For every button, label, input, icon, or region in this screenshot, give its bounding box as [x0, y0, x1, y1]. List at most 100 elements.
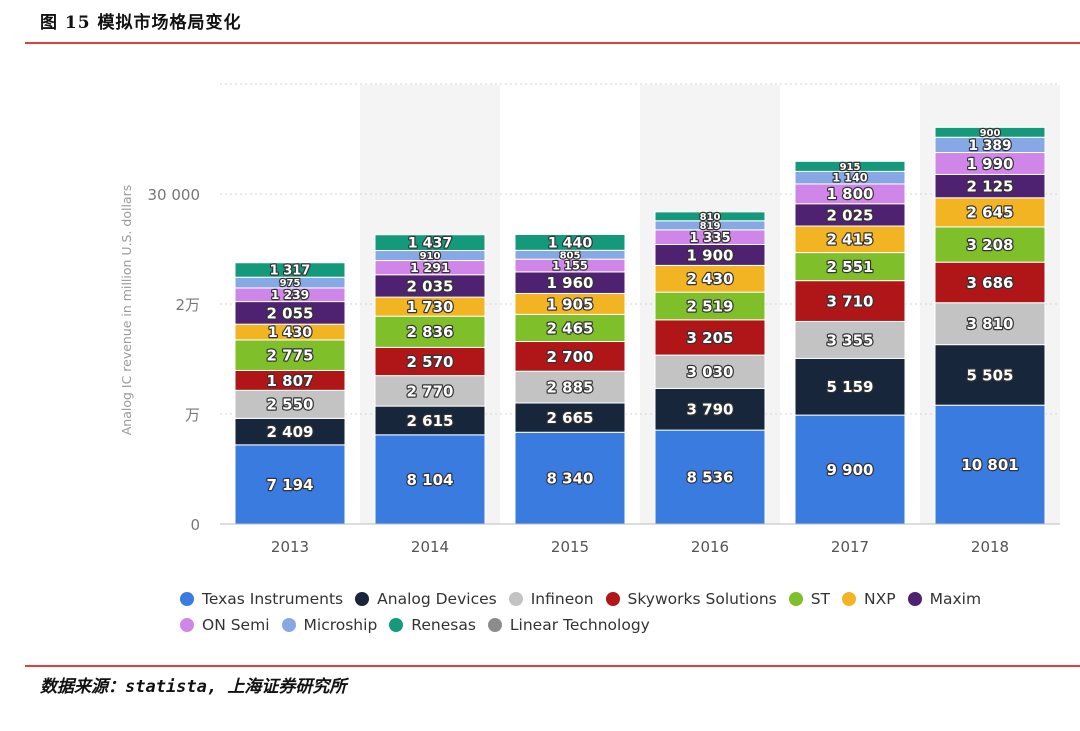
bar-segment [374, 346, 486, 377]
data-label: 1 900 [687, 246, 734, 264]
bar-segment [514, 341, 626, 372]
data-label: 5 159 [827, 378, 874, 396]
legend-item[interactable]: Infineon [508, 590, 594, 608]
data-label: 2 055 [267, 304, 314, 322]
x-tick-label: 2018 [971, 538, 1009, 556]
data-label: 8 104 [407, 471, 454, 489]
legend-item[interactable]: ON Semi [180, 616, 270, 634]
data-label: 1 437 [408, 236, 453, 252]
data-label: 915 [840, 162, 861, 173]
bar-segment [234, 444, 346, 525]
bar-segment [374, 234, 486, 252]
legend-item[interactable]: Texas Instruments [180, 590, 343, 608]
legend-swatch [788, 592, 803, 606]
data-label: 1 440 [548, 236, 593, 252]
data-label: 3 710 [827, 292, 874, 310]
bar-segment [654, 211, 766, 222]
data-label: 1 960 [547, 274, 594, 292]
bar-segment [514, 402, 626, 433]
legend-label: Infineon [530, 590, 594, 608]
data-label: 2 550 [267, 396, 314, 414]
data-label: 10 801 [961, 456, 1018, 474]
bar-segment [514, 233, 626, 251]
legend-swatch [907, 592, 922, 606]
data-label: 1 140 [832, 172, 867, 185]
x-tick-label: 2017 [831, 538, 869, 556]
bar-segment [654, 429, 766, 525]
bar-segment [794, 357, 906, 416]
bar-segment [934, 404, 1046, 525]
legend-label: Texas Instruments [202, 590, 344, 608]
bar-segment [794, 252, 906, 282]
data-label: 2 415 [827, 231, 874, 249]
legend-item[interactable]: ST [788, 590, 830, 608]
y-axis-label: Analog IC revenue in million U.S. dollar… [119, 185, 134, 436]
bar-segment [234, 262, 346, 278]
data-label: 7 194 [267, 476, 314, 494]
legend-swatch [180, 592, 194, 606]
bar-segment [374, 405, 486, 436]
bar-segment [654, 264, 766, 293]
legend-label: Skyworks Solutions [627, 590, 777, 608]
x-tick-label: 2016 [691, 538, 729, 556]
data-label: 8 536 [687, 468, 734, 486]
legend-label: Analog Devices [377, 590, 497, 608]
source-note: 数据来源：statista, 上海证券研究所 [40, 677, 347, 697]
legend-swatch [605, 592, 620, 606]
legend-label: ON Semi [202, 616, 270, 634]
y-tick-label: 2万 [175, 296, 200, 314]
data-label: 1 291 [410, 261, 450, 276]
data-label: 2 700 [547, 348, 594, 366]
data-label: 8 340 [547, 470, 594, 488]
data-label: 2 836 [407, 323, 454, 341]
legend-label: Linear Technology [509, 616, 650, 634]
data-label: 1 800 [827, 185, 874, 203]
bar-segment [934, 261, 1046, 304]
bar-segment [794, 160, 906, 172]
footer-divider [25, 665, 1080, 667]
data-label: 1 389 [968, 138, 1011, 154]
bar-segment [794, 280, 906, 322]
legend-item[interactable]: NXP [842, 590, 896, 608]
legend-item[interactable]: Linear Technology [487, 616, 650, 634]
data-label: 2 035 [407, 277, 454, 295]
bar-segment [374, 375, 486, 407]
legend-item[interactable]: Microship [281, 616, 378, 634]
bar-segment [934, 302, 1046, 346]
legend-swatch [508, 592, 523, 606]
bar-segment [934, 126, 1046, 138]
legend-item[interactable]: Skyworks Solutions [605, 590, 777, 608]
data-label: 2 665 [547, 409, 594, 427]
data-label: 1 730 [407, 298, 454, 316]
legend-swatch [281, 618, 296, 632]
bar-segment [654, 354, 766, 389]
legend-label: Microship [303, 616, 378, 634]
data-label: 2 770 [407, 382, 454, 400]
header-divider [25, 42, 1080, 44]
data-label: 3 355 [827, 331, 874, 349]
x-tick-label: 2015 [551, 538, 589, 556]
data-label: 1 239 [271, 288, 309, 302]
legend-item[interactable]: Maxim [907, 590, 981, 608]
figure-title: 图 15 模拟市场格局变化 [40, 13, 242, 33]
stacked-bar-chart: 0 万 2万 30 000 Analog IC revenue in million U… [119, 83, 1060, 556]
bar-segment [234, 417, 346, 446]
legend-swatch [389, 618, 404, 632]
data-label: 900 [980, 128, 1001, 139]
data-label: 2 551 [827, 258, 874, 276]
data-label: 2 430 [687, 270, 734, 288]
data-label: 975 [280, 278, 301, 289]
legend-item[interactable]: Renesas [389, 616, 476, 634]
bar-segment [934, 344, 1046, 406]
bar-segment [794, 414, 906, 525]
legend-swatch [487, 618, 502, 632]
legend-item[interactable]: Analog Devices [355, 590, 497, 608]
data-label: 2 885 [547, 378, 594, 396]
bar-segment [374, 434, 486, 525]
bar-segment [234, 389, 346, 419]
bar-segment [514, 431, 626, 525]
data-label: 3 030 [687, 363, 734, 381]
legend-swatch [842, 592, 857, 606]
data-label: 3 208 [967, 236, 1014, 254]
data-label: 810 [700, 212, 721, 223]
